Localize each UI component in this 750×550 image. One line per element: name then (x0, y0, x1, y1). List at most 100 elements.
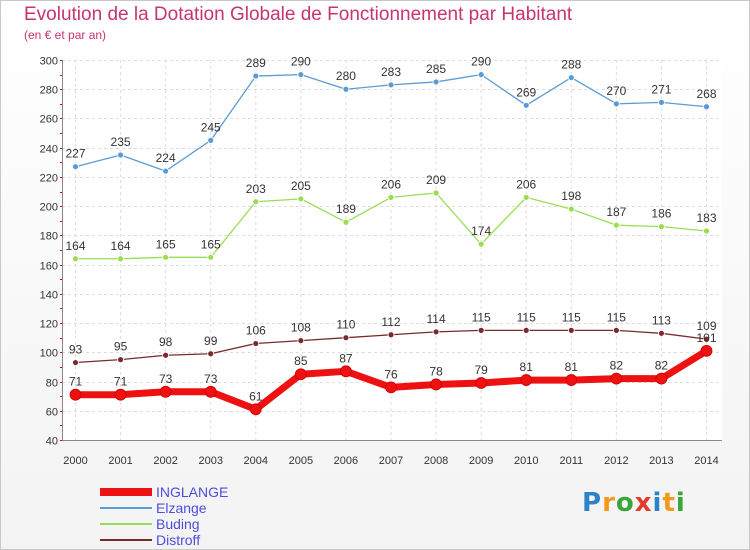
y-tick-label: 100 (40, 348, 58, 360)
y-tick-label: 160 (40, 261, 58, 273)
data-point-distroff (252, 340, 260, 347)
data-label-elzange: 224 (156, 151, 176, 165)
data-point-inglange (430, 378, 442, 391)
data-label-elzange: 289 (246, 56, 266, 70)
logo-letter: P (582, 488, 603, 518)
data-point-elzange (432, 78, 440, 86)
data-label-buding: 165 (156, 237, 176, 251)
data-label-buding: 209 (426, 173, 446, 187)
x-tick-label: 2014 (694, 455, 718, 467)
x-tick-label: 2011 (559, 455, 583, 467)
y-tick-label: 280 (40, 85, 58, 97)
data-label-inglange: 76 (384, 367, 398, 381)
data-label-buding: 198 (561, 189, 581, 203)
data-label-buding: 206 (381, 177, 401, 191)
data-label-distroff: 99 (204, 334, 218, 348)
data-point-elzange (252, 72, 260, 80)
x-tick-label: 2001 (108, 455, 132, 467)
data-point-elzange (117, 151, 124, 159)
data-point-buding (477, 240, 485, 248)
data-point-buding (612, 221, 620, 229)
data-label-elzange: 227 (65, 147, 85, 161)
x-tick-label: 2002 (153, 455, 177, 467)
logo-letter: t (662, 488, 676, 518)
proxiti-logo: Proxiti (582, 488, 686, 518)
data-point-inglange (204, 385, 217, 398)
data-label-elzange: 270 (606, 84, 626, 98)
legend-label-inglange: INGLANGE (156, 484, 229, 500)
data-label-elzange: 269 (516, 85, 536, 99)
data-point-elzange (207, 136, 215, 144)
data-point-inglange (294, 368, 307, 381)
data-point-buding (297, 195, 305, 203)
data-label-elzange: 268 (696, 87, 716, 101)
data-label-elzange: 245 (201, 120, 221, 134)
data-label-buding: 203 (246, 182, 266, 196)
logo-letter: r (602, 488, 616, 518)
data-label-distroff: 110 (336, 318, 355, 332)
data-point-distroff (703, 335, 710, 343)
data-label-buding: 205 (291, 179, 311, 193)
data-point-distroff (342, 334, 350, 342)
data-label-distroff: 95 (114, 340, 128, 354)
data-label-buding: 174 (471, 224, 491, 238)
y-tick-label: 140 (40, 290, 58, 302)
data-label-inglange: 81 (565, 360, 579, 374)
y-tick-label: 40 (46, 436, 58, 448)
data-point-buding (432, 189, 440, 197)
data-point-elzange (297, 71, 305, 79)
data-point-buding (72, 255, 79, 263)
data-label-elzange: 235 (111, 135, 131, 149)
logo-letter: o (615, 488, 635, 518)
data-point-distroff (612, 326, 620, 334)
legend-swatch-distroff (100, 539, 152, 541)
data-label-buding: 164 (65, 239, 85, 253)
data-label-distroff: 108 (291, 321, 311, 335)
y-tick-label: 80 (46, 378, 58, 390)
data-point-inglange (249, 403, 262, 416)
data-label-distroff: 112 (381, 315, 400, 329)
data-point-elzange (658, 98, 665, 106)
data-label-distroff: 98 (159, 335, 173, 349)
data-label-buding: 164 (111, 239, 131, 253)
data-label-distroff: 115 (607, 310, 626, 324)
data-point-elzange (162, 167, 170, 175)
data-point-distroff (522, 326, 530, 334)
data-label-buding: 183 (696, 211, 716, 225)
data-point-elzange (522, 101, 530, 109)
data-label-inglange: 82 (610, 359, 624, 373)
data-label-inglange: 71 (114, 375, 128, 389)
data-label-inglange: 85 (294, 354, 308, 368)
data-label-inglange: 78 (429, 364, 443, 378)
x-tick-label: 2007 (379, 455, 403, 467)
data-label-elzange: 288 (561, 58, 581, 72)
y-tick-label: 260 (40, 114, 58, 126)
y-tick-label: 180 (40, 231, 58, 243)
data-point-distroff (387, 331, 395, 339)
x-tick-label: 2006 (334, 455, 358, 467)
data-label-inglange: 61 (249, 389, 263, 403)
data-label-inglange: 73 (204, 372, 218, 386)
data-label-distroff: 115 (517, 310, 536, 324)
x-tick-label: 2012 (604, 455, 628, 467)
chart-subtitle: (en € et par an) (24, 28, 107, 42)
legend-swatch-buding (100, 523, 152, 525)
x-tick-label: 2004 (244, 455, 268, 467)
legend-swatch-elzange (100, 507, 152, 509)
data-label-elzange: 285 (426, 62, 446, 76)
data-point-inglange (520, 374, 533, 386)
data-label-inglange: 79 (474, 363, 488, 377)
y-tick-label: 200 (40, 202, 58, 214)
data-point-buding (387, 193, 395, 201)
data-point-buding (207, 253, 215, 261)
legend-label-elzange: Elzange (156, 500, 207, 516)
data-point-buding (522, 193, 530, 201)
data-label-inglange: 81 (520, 360, 534, 374)
data-point-elzange (612, 100, 620, 108)
chart-title: Evolution de la Dotation Globale de Fonc… (24, 4, 573, 25)
data-label-buding: 165 (201, 237, 221, 251)
data-point-inglange (159, 385, 172, 398)
data-label-distroff: 113 (652, 313, 671, 327)
data-label-distroff: 114 (427, 312, 446, 326)
